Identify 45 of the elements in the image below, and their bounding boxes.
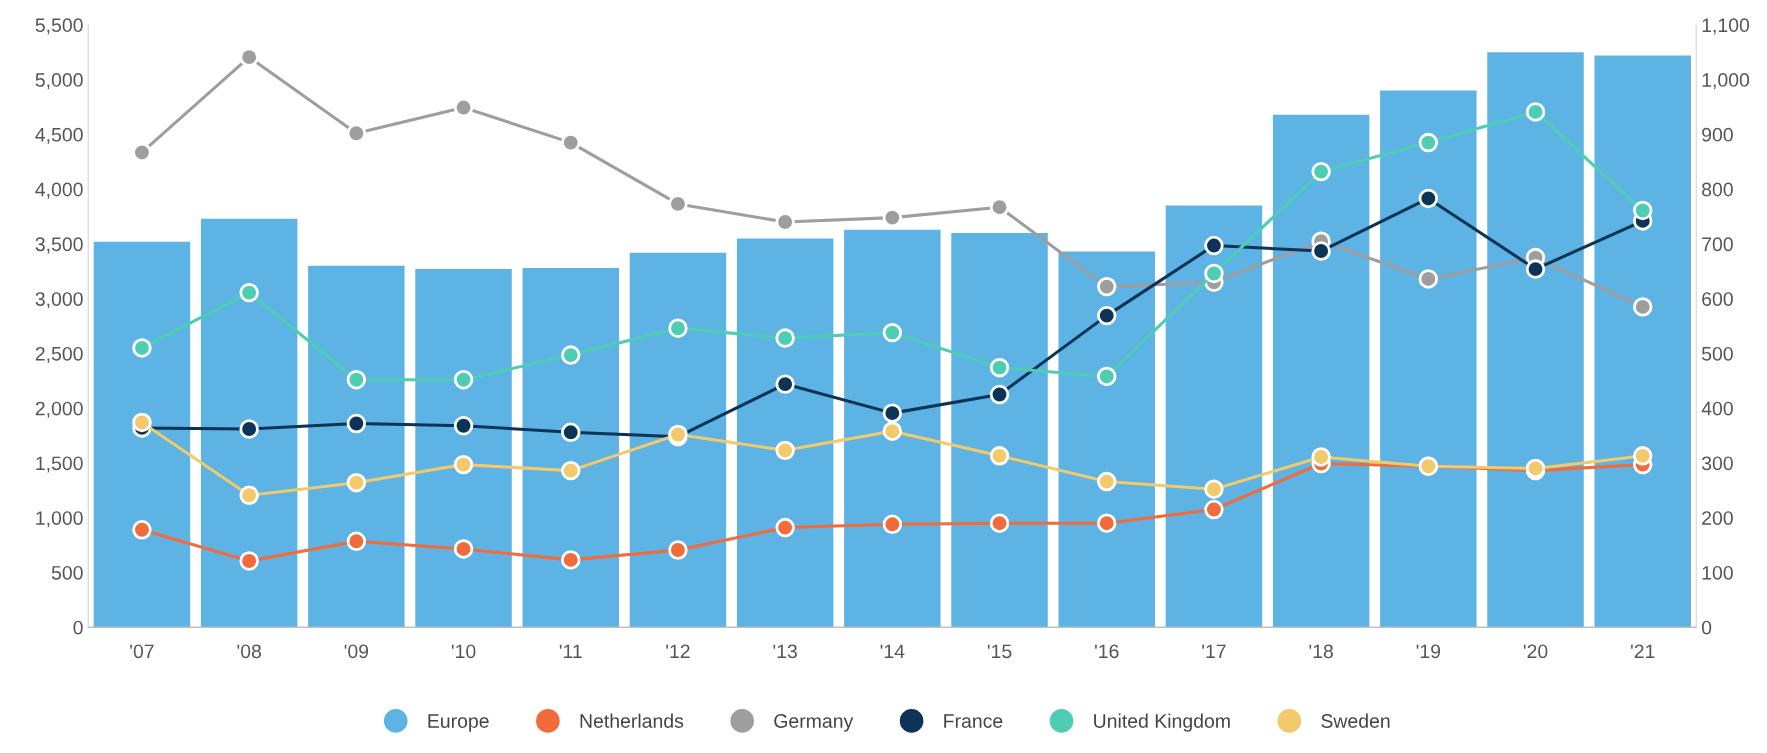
x-tick-label: '10	[451, 644, 476, 659]
legend-label: Germany	[774, 714, 854, 732]
y-tick-label: 2,000	[35, 401, 83, 418]
y-tick-label: 0	[73, 620, 83, 635]
legend-label: France	[944, 714, 1003, 728]
x-tick-label: '12	[666, 644, 690, 659]
y-tick-label: 3,000	[35, 292, 83, 309]
y-tick-label: 5,000	[35, 73, 83, 90]
x-tick-label: '08	[237, 644, 261, 659]
y2-tick-label: 200	[1702, 511, 1733, 525]
x-tick-label: '21	[1631, 644, 1655, 659]
y2-tick-label: 1,000	[1702, 73, 1750, 90]
legend-label: Sweden	[1321, 713, 1390, 728]
x-tick-label: '07	[130, 644, 154, 659]
y2-tick-label: 700	[1702, 237, 1733, 252]
y2-tick-label: 800	[1702, 182, 1733, 197]
y-tick-label: 3,500	[35, 237, 83, 254]
legend-label: United Kingdom	[1094, 713, 1230, 732]
x-tick-label: '16	[1095, 644, 1119, 659]
x-tick-label: '09	[344, 644, 369, 659]
y2-tick-label: 600	[1702, 292, 1733, 306]
y2-tick-label: 1,100	[1702, 18, 1750, 35]
y2-tick-label: 500	[1701, 346, 1733, 361]
y2-tick-label: 900	[1702, 127, 1733, 142]
y2-tick-label: 300	[1701, 456, 1733, 471]
y-tick-label: 1,500	[36, 456, 83, 473]
legend-label: Europe	[428, 714, 489, 732]
x-tick-label: '13	[773, 644, 797, 659]
x-tick-label: '14	[880, 644, 905, 659]
x-tick-label: '11	[559, 644, 582, 659]
y-tick-label: 4,500	[35, 127, 83, 144]
x-tick-label: '19	[1416, 644, 1441, 659]
y2-tick-label: 0	[1701, 620, 1712, 635]
x-tick-label: '18	[1309, 644, 1333, 659]
y2-tick-label: 400	[1701, 401, 1733, 416]
y2-tick-label: 100	[1702, 565, 1733, 580]
y-tick-label: 2,500	[35, 346, 83, 363]
y-tick-label: 5,500	[35, 18, 83, 35]
x-tick-label: '20	[1523, 644, 1548, 659]
y-tick-label: 4,000	[35, 182, 83, 199]
legend-label: Netherlands	[580, 713, 684, 728]
y-tick-label: 500	[51, 565, 83, 580]
y-tick-label: 1,000	[36, 511, 83, 528]
x-tick-label: '17	[1202, 644, 1226, 659]
x-tick-label: '15	[987, 644, 1012, 659]
